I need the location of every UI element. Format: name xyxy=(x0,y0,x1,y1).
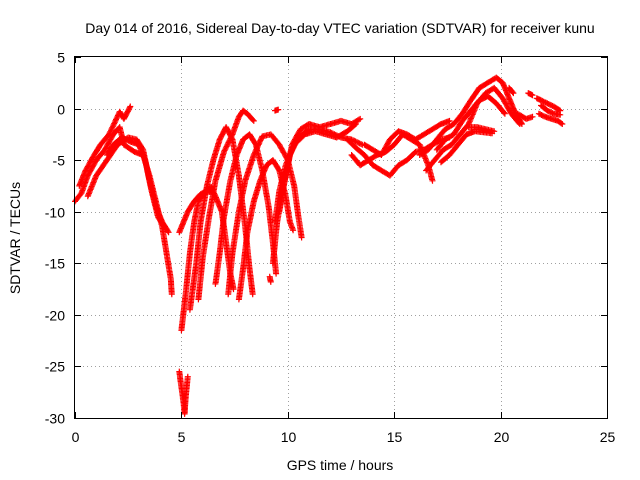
data-point xyxy=(113,115,120,122)
chart-title: Day 014 of 2016, Sidereal Day-to-day VTE… xyxy=(85,20,594,36)
data-point xyxy=(516,121,523,127)
data-point xyxy=(446,117,453,124)
series-arc-d xyxy=(103,134,168,231)
data-point xyxy=(500,109,507,116)
data-point xyxy=(230,286,237,293)
data-point xyxy=(106,130,113,136)
series-arc-w xyxy=(433,93,508,153)
data-point xyxy=(298,234,305,241)
y-tick-label: -15 xyxy=(45,256,65,272)
data-point xyxy=(328,129,335,136)
data-point xyxy=(539,97,546,104)
series-arc-ab xyxy=(514,110,536,122)
data-point xyxy=(510,90,517,97)
y-tick-label: -10 xyxy=(45,205,65,221)
x-tick-label: 20 xyxy=(494,429,510,445)
data-point xyxy=(515,119,522,126)
plot-frame xyxy=(74,56,608,419)
series-arc-ae xyxy=(538,102,564,118)
data-point xyxy=(221,147,228,154)
x-tick-label: 15 xyxy=(387,429,403,445)
data-point xyxy=(249,116,256,123)
grid xyxy=(75,57,607,418)
data-point xyxy=(273,270,280,277)
data-point xyxy=(355,139,362,146)
series-arc-y xyxy=(465,124,498,135)
data-point xyxy=(226,138,233,145)
y-tick-label: -20 xyxy=(45,308,65,324)
data-point xyxy=(161,224,168,231)
series-arc-z xyxy=(506,84,517,97)
series-arc-e xyxy=(176,368,191,417)
data-point xyxy=(529,113,536,120)
series-arc-u xyxy=(416,74,525,158)
y-tick-label: -25 xyxy=(45,359,65,375)
data-point xyxy=(275,106,282,113)
data-point xyxy=(529,92,536,99)
data-point xyxy=(250,117,257,124)
data-point xyxy=(501,110,508,117)
data-point xyxy=(224,142,231,149)
data-point xyxy=(355,116,362,123)
y-tick-label: -30 xyxy=(45,411,65,427)
data-point xyxy=(249,291,256,298)
data-point xyxy=(358,141,364,147)
data-point xyxy=(334,132,340,139)
data-point xyxy=(127,103,134,110)
data-point xyxy=(168,291,175,298)
data-point xyxy=(558,120,565,127)
data-point xyxy=(357,115,364,122)
y-tick-label: -5 xyxy=(53,153,66,169)
data-point xyxy=(227,135,234,142)
data-point xyxy=(292,139,299,146)
x-tick-label: 25 xyxy=(600,429,616,445)
data-point xyxy=(165,229,172,236)
series-arc-p xyxy=(266,273,274,285)
x-tick-label: 5 xyxy=(178,429,186,445)
data-point xyxy=(559,121,566,127)
series-arc-ac xyxy=(533,95,564,114)
data-point xyxy=(491,128,498,135)
data-point xyxy=(184,373,191,380)
series-arc-aa xyxy=(525,90,536,99)
x-tick-label: 0 xyxy=(72,429,80,445)
data-point xyxy=(111,120,118,127)
data-point xyxy=(509,89,516,96)
data-point xyxy=(267,278,274,285)
y-tick-label: 0 xyxy=(57,102,65,118)
axis-ticks: 0 5 10 15 20 25 5 0 -5 -10 -15 -20 -25 -30 xyxy=(45,50,616,446)
series-arc-r xyxy=(344,134,453,179)
data-point xyxy=(109,124,116,131)
data-point xyxy=(222,144,229,151)
data-point xyxy=(160,223,167,229)
x-axis-label: GPS time / hours xyxy=(287,457,394,473)
y-tick-label: 5 xyxy=(57,50,65,66)
series-arc-ad xyxy=(535,110,566,127)
data-point xyxy=(291,142,298,149)
data-point xyxy=(290,145,297,152)
series-arc-t xyxy=(361,117,453,158)
series-arc-i xyxy=(195,107,257,303)
data-point xyxy=(290,227,297,234)
data-point xyxy=(164,228,171,235)
x-tick-label: 10 xyxy=(281,429,297,445)
data-point xyxy=(228,132,235,139)
data-point xyxy=(557,111,564,118)
series-arc-h xyxy=(186,124,256,313)
series-arc-o xyxy=(272,106,282,114)
y-axis-label: SDTVAR / TECUs xyxy=(7,182,23,294)
data-point xyxy=(429,177,436,184)
series-arc-b xyxy=(76,103,134,189)
data-points xyxy=(72,74,566,417)
series-arc-q xyxy=(269,126,366,267)
